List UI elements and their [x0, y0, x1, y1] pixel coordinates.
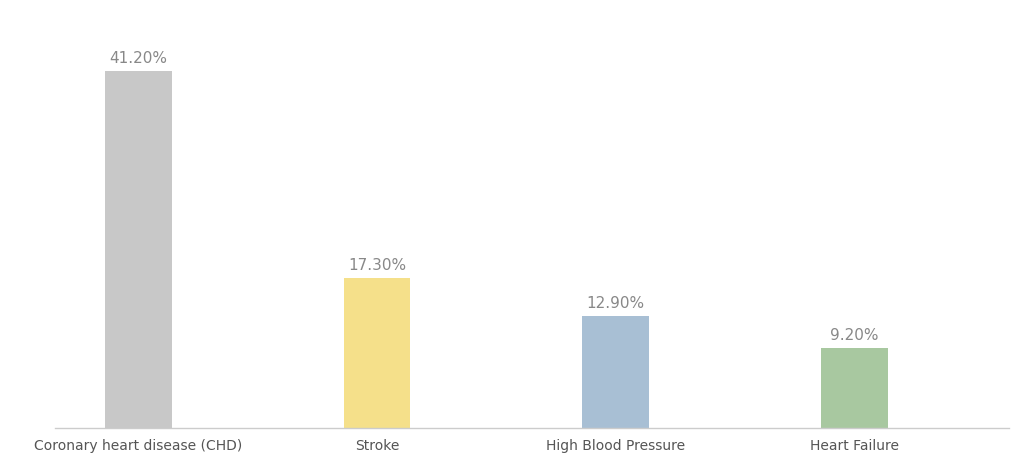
- Bar: [105, 71, 172, 428]
- Text: 17.30%: 17.30%: [348, 258, 406, 273]
- Bar: [344, 278, 411, 428]
- Bar: [821, 348, 888, 428]
- Bar: [582, 316, 649, 428]
- Text: 41.20%: 41.20%: [109, 51, 168, 66]
- Text: 9.20%: 9.20%: [830, 328, 879, 343]
- Text: 12.90%: 12.90%: [586, 296, 645, 311]
